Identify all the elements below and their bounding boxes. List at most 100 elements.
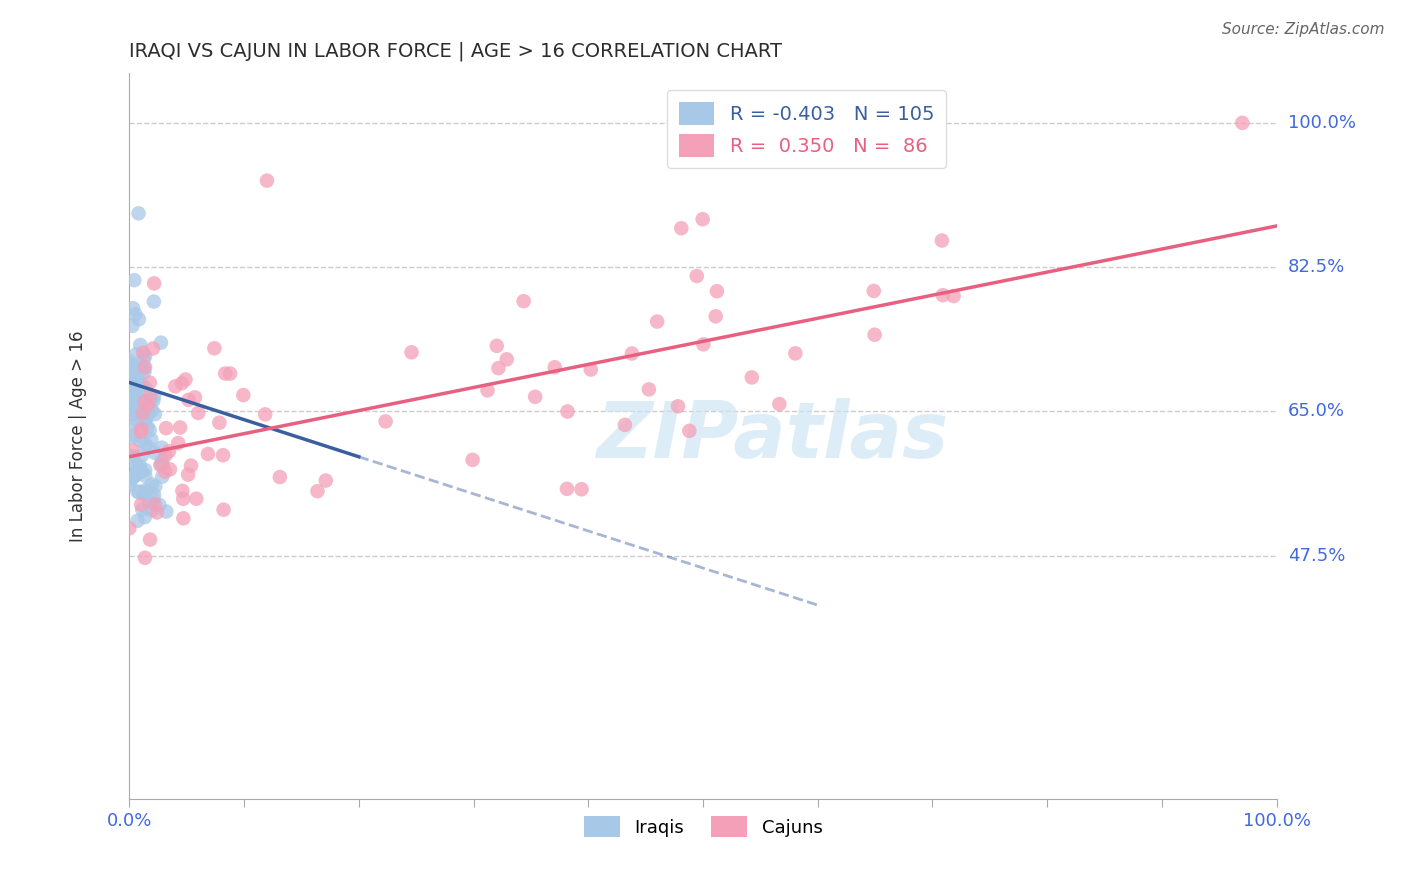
Point <box>142 491 165 506</box>
Point <box>138 398 160 412</box>
Point <box>134 550 156 565</box>
Point <box>174 372 197 386</box>
Point <box>131 422 153 436</box>
Point <box>127 484 149 499</box>
Point <box>127 396 149 410</box>
Point <box>121 376 143 391</box>
Point <box>671 221 693 235</box>
Point <box>131 393 153 408</box>
Point <box>269 470 291 484</box>
Point <box>155 421 177 435</box>
Point <box>172 511 194 525</box>
Point <box>139 376 162 390</box>
Point <box>785 346 807 360</box>
Point <box>155 504 177 518</box>
Point <box>152 457 174 471</box>
Point <box>142 294 165 309</box>
Legend: Iraqis, Cajuns: Iraqis, Cajuns <box>576 809 830 844</box>
Point <box>495 352 517 367</box>
Text: IRAQI VS CAJUN IN LABOR FORCE | AGE > 16 CORRELATION CHART: IRAQI VS CAJUN IN LABOR FORCE | AGE > 16… <box>129 42 782 62</box>
Point <box>120 391 142 405</box>
Point <box>120 385 142 400</box>
Point <box>125 458 148 473</box>
Point <box>134 436 156 450</box>
Point <box>557 404 579 418</box>
Point <box>146 505 169 519</box>
Point <box>157 444 180 458</box>
Point <box>638 383 661 397</box>
Point <box>172 483 194 498</box>
Point <box>124 378 146 392</box>
Point <box>121 386 143 401</box>
Point <box>167 436 190 450</box>
Point <box>129 338 152 352</box>
Point <box>768 397 790 411</box>
Point <box>125 347 148 361</box>
Point <box>150 441 173 455</box>
Point <box>121 443 143 458</box>
Point <box>678 424 700 438</box>
Point <box>122 418 145 433</box>
Point <box>132 351 155 366</box>
Point <box>118 478 141 492</box>
Point <box>127 514 149 528</box>
Point <box>124 393 146 408</box>
Point <box>692 337 714 351</box>
Point <box>135 401 157 415</box>
Point <box>122 383 145 397</box>
Point <box>125 381 148 395</box>
Point <box>143 407 166 421</box>
Point <box>132 485 155 500</box>
Point <box>150 454 173 468</box>
Point <box>127 392 149 407</box>
Text: Source: ZipAtlas.com: Source: ZipAtlas.com <box>1222 22 1385 37</box>
Point <box>134 510 156 524</box>
Point <box>307 484 329 499</box>
Point <box>129 360 152 375</box>
Point <box>512 294 534 309</box>
Point <box>186 491 208 506</box>
Point <box>180 458 202 473</box>
Point <box>148 498 170 512</box>
Point <box>141 477 163 491</box>
Point <box>125 381 148 395</box>
Point <box>942 289 965 303</box>
Point <box>142 393 165 408</box>
Point <box>139 393 162 408</box>
Point <box>131 465 153 479</box>
Point <box>134 413 156 427</box>
Point <box>136 408 159 422</box>
Point <box>232 388 254 402</box>
Point <box>134 360 156 375</box>
Point <box>136 420 159 434</box>
Point <box>931 234 953 248</box>
Point <box>129 425 152 439</box>
Point <box>177 392 200 407</box>
Point <box>135 408 157 422</box>
Point <box>122 470 145 484</box>
Point <box>122 428 145 442</box>
Point <box>118 521 141 535</box>
Point <box>127 379 149 393</box>
Point <box>1232 116 1254 130</box>
Point <box>149 335 172 350</box>
Point <box>128 484 150 499</box>
Point <box>134 463 156 477</box>
Point <box>131 449 153 463</box>
Point <box>121 358 143 372</box>
Point <box>141 503 163 517</box>
Point <box>131 403 153 417</box>
Point <box>374 414 396 428</box>
Point <box>131 399 153 413</box>
Point <box>645 314 668 328</box>
Point <box>620 346 643 360</box>
Point <box>132 487 155 501</box>
Point <box>170 376 193 391</box>
Point <box>862 284 884 298</box>
Point <box>124 468 146 483</box>
Point <box>135 381 157 395</box>
Point <box>461 453 484 467</box>
Point <box>122 401 145 415</box>
Point <box>124 407 146 421</box>
Point <box>155 448 177 462</box>
